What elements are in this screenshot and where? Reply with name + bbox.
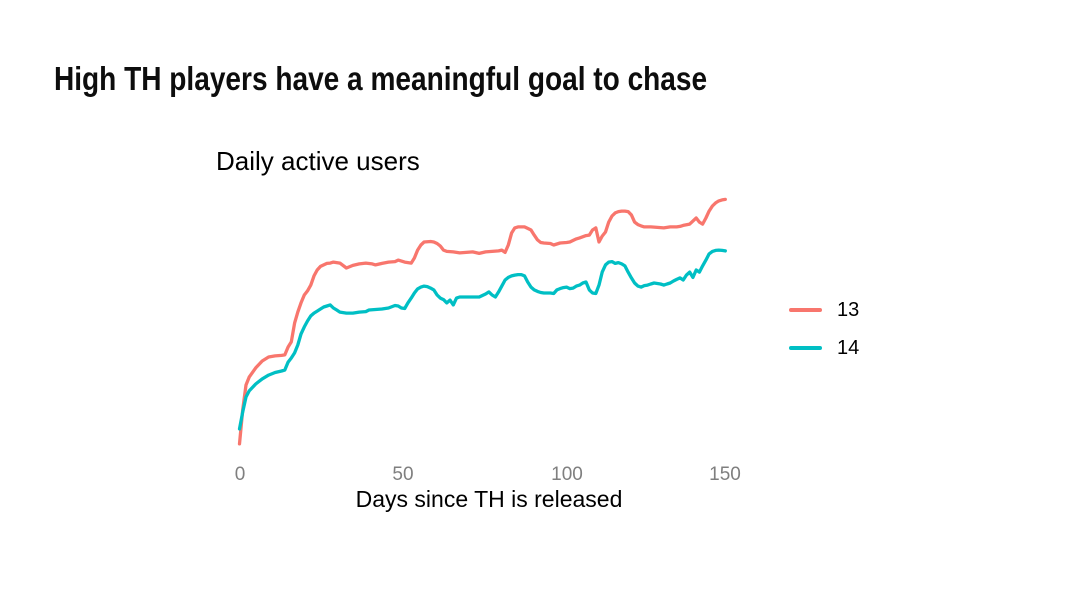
legend-swatch-14 [789, 346, 822, 350]
chart-title: Daily active users [216, 146, 420, 176]
line-series-14 [237, 248, 727, 431]
slide-title: High TH players have a meaningful goal t… [54, 60, 822, 98]
slide-title-text: High TH players have a meaningful goal t… [54, 60, 708, 97]
x-axis-label: Days since TH is released [355, 486, 623, 512]
x-tick-150: 150 [709, 464, 741, 485]
legend-label-14: 14 [837, 336, 860, 359]
legend: 13 14 [789, 299, 859, 375]
x-tick-0: 0 [234, 464, 246, 485]
x-tick-100: 100 [551, 464, 583, 485]
legend-label-13: 13 [837, 298, 860, 321]
x-tick-50: 50 [392, 464, 414, 485]
line-series-13 [237, 197, 727, 446]
legend-row-13: 13 [789, 299, 859, 321]
legend-swatch-13 [789, 308, 822, 312]
legend-row-14: 14 [789, 337, 859, 359]
